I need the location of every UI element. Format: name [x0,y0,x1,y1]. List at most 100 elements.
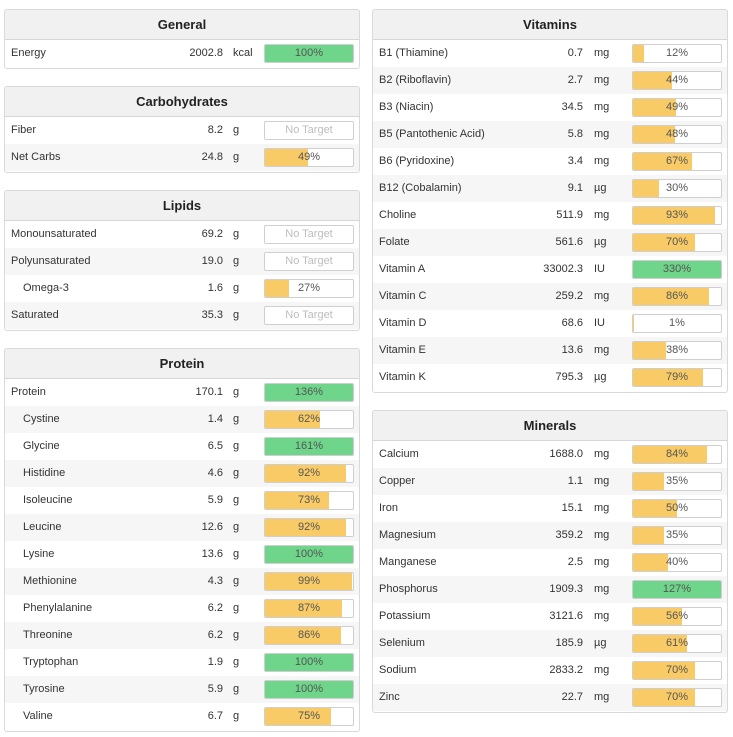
progress-fill [633,288,709,305]
target-progress-bar: 100% [264,680,354,699]
nutrient-row-vitamin-k: Vitamin K 795.3 µg 79% [373,364,727,391]
nutrient-unit: mg [594,556,610,568]
nutrient-unit: kcal [233,47,253,59]
nutrient-amount: 8.2 [207,124,223,136]
progress-percent-label: No Target [285,309,333,321]
nutrient-name: Choline [379,209,417,221]
nutrient-row-protein: Protein 170.1 g 136% [5,379,359,406]
nutrient-name: Vitamin D [379,317,427,329]
nutrient-amount: 69.2 [201,228,223,240]
nutrient-row-sodium: Sodium 2833.2 mg 70% [373,657,727,684]
nutrient-name: Phenylalanine [23,602,93,614]
target-progress-bar: 1% [632,314,722,333]
progress-percent-label: 70% [665,236,689,248]
nutrient-name: B12 (Cobalamin) [379,182,462,194]
nutrient-amount: 24.8 [201,151,223,163]
nutrient-row-iron: Iron 15.1 mg 50% [373,495,727,522]
nutrient-name: Protein [11,386,46,398]
progress-fill [265,654,353,671]
progress-fill [633,315,634,332]
target-progress-bar: 70% [632,688,722,707]
nutrient-unit: mg [594,583,610,595]
progress-percent-label: 49% [297,151,321,163]
vitamins-panel: Vitamins B1 (Thiamine) 0.7 mg 12% B2 (Ribofl… [372,9,728,393]
target-progress-bar: 27% [264,279,354,298]
nutrient-unit: g [233,255,240,267]
nutrient-row-magnesium: Magnesium 359.2 mg 35% [373,522,727,549]
target-progress-bar: 87% [264,599,354,618]
progress-percent-label: 93% [665,209,689,221]
target-progress-bar: 79% [632,368,722,387]
nutrient-row-threonine: Threonine 6.2 g 86% [5,622,359,649]
nutrient-amount: 170.1 [195,386,223,398]
target-progress-bar: 84% [632,445,722,464]
nutrient-row-tyrosine: Tyrosine 5.9 g 100% [5,676,359,703]
nutrient-row-saturated: Saturated 35.3 g No Target [5,302,359,329]
progress-fill [633,72,672,89]
target-progress-bar: 161% [264,437,354,456]
nutrient-unit: g [233,467,240,479]
nutrient-unit: g [233,386,240,398]
nutrient-unit: g [233,151,240,163]
nutrient-amount: 3.4 [567,155,583,167]
progress-percent-label: 73% [297,494,321,506]
nutrient-name: B3 (Niacin) [379,101,434,113]
progress-fill [633,99,677,116]
nutrient-name: Fiber [11,124,37,136]
nutrient-name: Polyunsaturated [11,255,91,267]
nutrient-name: Energy [11,47,46,59]
progress-percent-label: 50% [665,502,689,514]
nutrient-unit: mg [594,209,610,221]
progress-fill [265,438,353,455]
nutrient-name: Vitamin E [379,344,426,356]
nutrient-amount: 1909.3 [549,583,583,595]
target-progress-bar: 100% [264,653,354,672]
progress-fill [633,581,721,598]
nutrient-name: Tyrosine [23,683,65,695]
nutrient-name: Valine [23,710,53,722]
panel-title: Vitamins [373,10,727,40]
nutrient-amount: 22.7 [561,691,583,703]
progress-fill [265,465,346,482]
nutrient-row-manganese: Manganese 2.5 mg 40% [373,549,727,576]
nutrient-amount: 2833.2 [549,664,583,676]
nutrient-name: Net Carbs [11,151,61,163]
nutrient-row-b3-niacin: B3 (Niacin) 34.5 mg 49% [373,94,727,121]
progress-fill [265,573,353,590]
progress-percent-label: 84% [665,448,689,460]
nutrient-row-choline: Choline 511.9 mg 93% [373,202,727,229]
nutrient-amount: 33002.3 [543,263,583,275]
progress-fill [633,153,692,170]
progress-percent-label: 62% [297,413,321,425]
progress-percent-label: 56% [665,610,689,622]
nutrient-unit: µg [594,182,607,194]
target-progress-bar: 127% [632,580,722,599]
nutrient-name: Calcium [379,448,419,460]
progress-fill [265,411,320,428]
progress-percent-label: 100% [294,656,324,668]
nutrient-row-leucine: Leucine 12.6 g 92% [5,514,359,541]
progress-percent-label: 127% [662,583,692,595]
nutrient-amount: 5.9 [207,494,223,506]
target-progress-bar: 92% [264,464,354,483]
nutrient-unit: mg [594,74,610,86]
nutrient-name: Selenium [379,637,425,649]
progress-fill [633,342,667,359]
nutrient-row-methionine: Methionine 4.3 g 99% [5,568,359,595]
progress-fill [265,280,289,297]
progress-percent-label: 48% [665,128,689,140]
nutrient-amount: 6.2 [207,602,223,614]
progress-percent-label: 161% [294,440,324,452]
nutrient-unit: g [233,548,240,560]
nutrient-unit: mg [594,290,610,302]
nutrient-unit: g [233,228,240,240]
nutrient-amount: 6.5 [207,440,223,452]
nutrient-amount: 9.1 [567,182,583,194]
lipids-panel: Lipids Monounsaturated 69.2 g No Target Poly… [4,190,360,331]
nutrient-row-vitamin-c: Vitamin C 259.2 mg 86% [373,283,727,310]
progress-percent-label: 100% [294,548,324,560]
nutrient-amount: 2.5 [567,556,583,568]
progress-fill [265,45,353,62]
nutrient-name: Potassium [379,610,431,622]
target-progress-bar: 92% [264,518,354,537]
